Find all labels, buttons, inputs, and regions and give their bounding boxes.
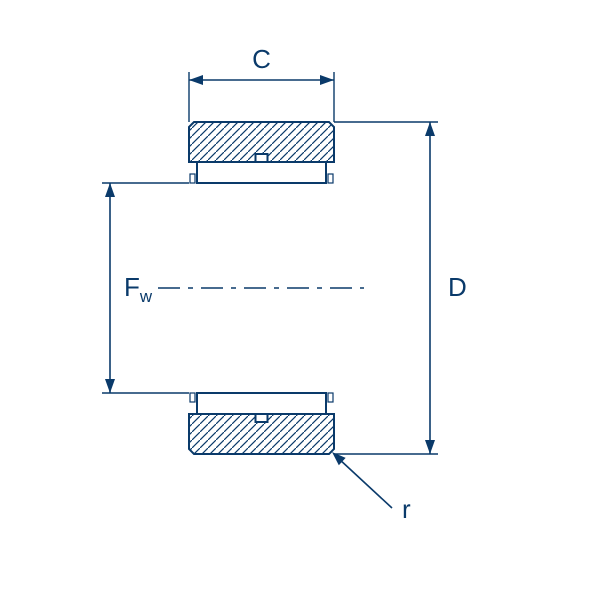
dim-label-fw: Fw [124,272,153,306]
dim-label-c: C [252,44,271,74]
roller-top [190,162,333,183]
bearing-cross-section-diagram: C D Fw r [0,0,600,600]
outer-ring-top [189,122,334,162]
roller-bottom [190,393,333,414]
dim-label-d: D [448,272,467,302]
outer-ring-bottom [189,414,334,454]
dim-label-r: r [402,494,411,524]
